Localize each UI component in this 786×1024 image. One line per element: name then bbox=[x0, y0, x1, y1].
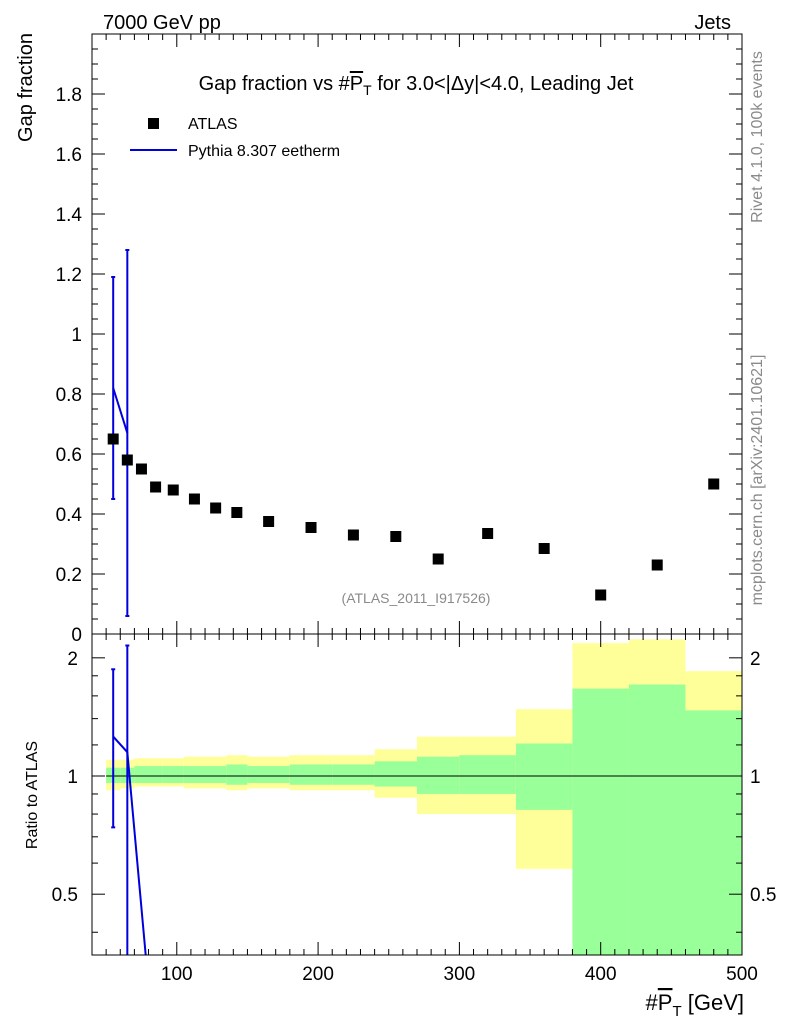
ratio-band-inner bbox=[685, 710, 742, 955]
ratio-ytick-label: 1 bbox=[67, 767, 78, 788]
ratio-band-inner bbox=[289, 764, 333, 785]
atlas-point bbox=[347, 529, 359, 541]
x-axis-title: #PT [GeV] bbox=[646, 990, 744, 1020]
xlabel-t: T bbox=[672, 1003, 681, 1020]
xlabel-pre: # bbox=[646, 990, 659, 1015]
xlabel-post: [GeV] bbox=[682, 990, 744, 1015]
main-ytick-label: 1.2 bbox=[56, 265, 82, 286]
ratio-ytick-label-right: 1 bbox=[750, 767, 761, 788]
ratio-band-inner bbox=[628, 684, 686, 955]
ratio-band-inner bbox=[134, 766, 149, 783]
legend-data-marker bbox=[148, 118, 159, 129]
ratio-band-inner bbox=[332, 764, 375, 785]
atlas-point bbox=[263, 516, 275, 527]
main-ytick-label: 0.2 bbox=[56, 565, 82, 586]
ratio-bands bbox=[106, 639, 742, 955]
main-ylabel: Gap fraction bbox=[15, 33, 37, 142]
atlas-point bbox=[651, 559, 663, 571]
ratio-ytick-label-right: 0.5 bbox=[750, 885, 776, 906]
ratio-band-inner bbox=[162, 766, 184, 783]
ratio-band-inner bbox=[205, 766, 227, 783]
ratio-band-inner bbox=[374, 761, 417, 787]
atlas-point bbox=[167, 484, 179, 496]
ratio-band-inner bbox=[183, 766, 206, 783]
ratio-data-layer bbox=[111, 644, 147, 956]
mc-line bbox=[112, 387, 129, 434]
atlas-point bbox=[135, 463, 147, 475]
main-title: Gap fraction vs #PT for 3.0<|Δy|<4.0, Le… bbox=[199, 73, 634, 98]
title-pre: Gap fraction vs # bbox=[199, 73, 351, 95]
main-ytick-label: 0.8 bbox=[56, 385, 82, 406]
ratio-band-inner bbox=[417, 756, 460, 794]
main-ytick-label: 0.4 bbox=[56, 505, 83, 526]
ratio-ylabel: Ratio to ATLAS bbox=[24, 741, 41, 849]
ratio-xtick-label: 400 bbox=[585, 964, 617, 985]
atlas-point bbox=[595, 589, 607, 601]
watermark: (ATLAS_2011_I917526) bbox=[342, 590, 491, 606]
legend-data-label: ATLAS bbox=[188, 116, 238, 133]
header-left: 7000 GeV pp bbox=[103, 12, 221, 34]
main-ytick-zero: 0 bbox=[71, 625, 82, 646]
ratio-band-inner bbox=[226, 764, 248, 785]
main-ytick-label: 1 bbox=[71, 325, 82, 346]
atlas-point bbox=[482, 528, 494, 539]
atlas-point bbox=[231, 507, 243, 518]
atlas-point bbox=[210, 502, 222, 514]
main-ytick-label: 1.6 bbox=[56, 145, 82, 166]
atlas-point bbox=[121, 454, 133, 466]
main-y-zero: 0 bbox=[71, 625, 82, 646]
ratio-ytick-label: 0.5 bbox=[52, 885, 78, 906]
ratio-xtick-label: 300 bbox=[444, 964, 476, 985]
ratio-axes: 0.5 0.5 1 1 2 2 100 200 300 400 500 bbox=[52, 633, 776, 985]
atlas-point bbox=[150, 481, 162, 493]
mcplots-label: mcplots.cern.ch [arXiv:2401.10621] bbox=[749, 355, 766, 606]
ratio-band-inner bbox=[572, 688, 629, 955]
atlas-point bbox=[538, 543, 550, 554]
ratio-band-inner bbox=[247, 766, 290, 783]
xlabel-p: P bbox=[658, 990, 673, 1015]
main-data-layer bbox=[107, 249, 720, 617]
main-ytick-label: 1.4 bbox=[56, 205, 83, 226]
title-p: P bbox=[350, 73, 363, 95]
main-ytick-label: 0.6 bbox=[56, 445, 82, 466]
ratio-xtick-label: 200 bbox=[302, 964, 334, 985]
atlas-point bbox=[432, 553, 444, 565]
ratio-band-inner bbox=[148, 766, 163, 783]
main-ytick-label: 1.8 bbox=[56, 85, 82, 106]
legend-mc-label: Pythia 8.307 eetherm bbox=[188, 143, 340, 160]
ratio-ytick-label-right: 2 bbox=[750, 649, 761, 670]
atlas-point bbox=[107, 433, 119, 445]
atlas-point bbox=[305, 522, 317, 533]
atlas-point bbox=[390, 531, 402, 542]
ratio-mc-line bbox=[112, 735, 147, 956]
ratio-xtick-label: 500 bbox=[726, 964, 758, 985]
atlas-point bbox=[708, 478, 720, 490]
atlas-point bbox=[188, 493, 200, 505]
ratio-ytick-label: 2 bbox=[67, 649, 78, 670]
ratio-band-inner bbox=[515, 743, 573, 810]
header-right: Jets bbox=[694, 12, 731, 34]
ratio-band-inner bbox=[459, 755, 516, 794]
rivet-label: Rivet 4.1.0, 100k events bbox=[749, 51, 766, 223]
title-post: for 3.0<|Δy|<4.0, Leading Jet bbox=[372, 73, 634, 95]
ratio-xtick-label: 100 bbox=[161, 964, 193, 985]
title-t: T bbox=[363, 82, 372, 98]
